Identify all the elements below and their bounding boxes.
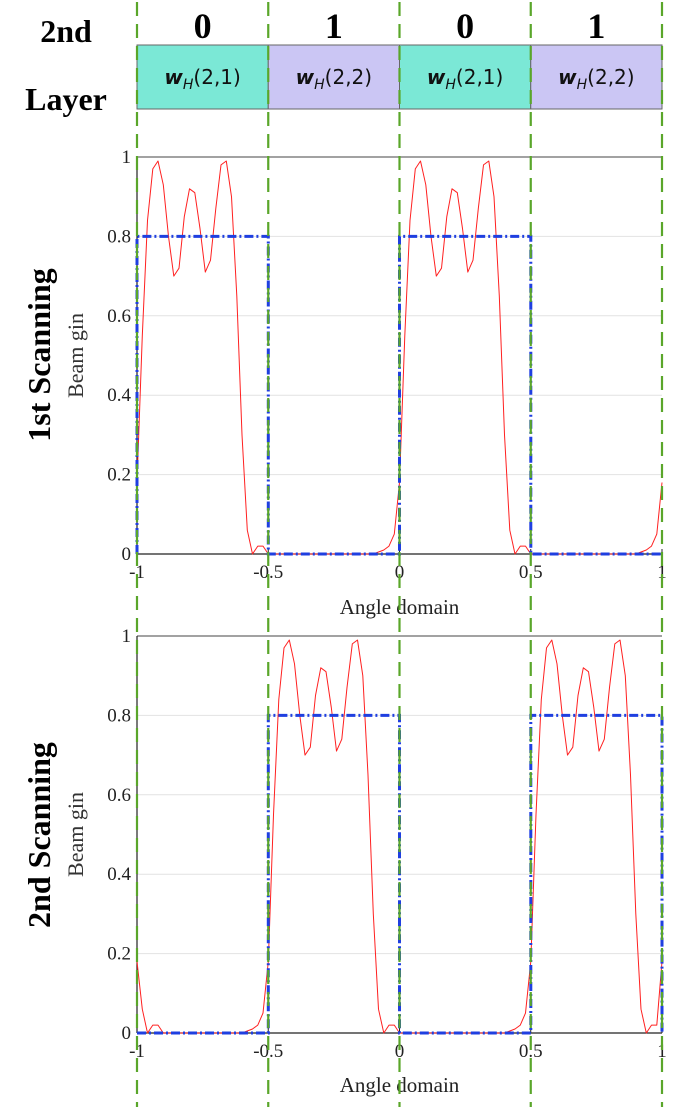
boundary-lines — [135, 2, 664, 1107]
codebook-cell-label: wH(2,1) — [427, 65, 503, 93]
y-tick-label: 0.8 — [107, 705, 131, 726]
codebook-cell-bg — [399, 44, 532, 110]
y-tick-label: 0 — [122, 1023, 132, 1044]
row-title-first-scanning: 1st Scanning — [21, 268, 57, 441]
y-tick-label: 1 — [122, 147, 132, 168]
codebook-cell-label: wH(2,1) — [164, 65, 240, 93]
codebook-cell: 1 wH(2,2) — [267, 6, 400, 110]
codebook-bit-label: 1 — [325, 6, 343, 46]
codebook-bit-label: 1 — [587, 6, 605, 46]
y-tick-label: 0.6 — [107, 306, 131, 327]
x-tick-label: 0.5 — [519, 562, 543, 583]
codebook-cell-label: wH(2,2) — [296, 65, 372, 93]
x-tick-label: -0.5 — [253, 1041, 283, 1062]
codebook-bit-label: 0 — [194, 6, 212, 46]
x-tick-label: -1 — [129, 562, 145, 583]
x-tick-label: -1 — [129, 1041, 145, 1062]
y-tick-label: 0.4 — [107, 385, 131, 406]
codebook-cell-label: wH(2,2) — [558, 65, 634, 93]
y-tick-label: 0.8 — [107, 226, 131, 247]
ideal-beam-series — [137, 713, 664, 1035]
codebook-cell: 1 wH(2,2) — [530, 6, 663, 110]
x-tick-label: 1 — [657, 562, 667, 583]
x-tick-label: -0.5 — [253, 562, 283, 583]
y-tick-label: 0.6 — [107, 785, 131, 806]
codebook-bit-label: 0 — [456, 6, 474, 46]
codebook-cell-bg — [136, 44, 269, 110]
y-tick-label: 0.2 — [107, 465, 131, 486]
y-tick-label: 0 — [122, 544, 132, 565]
y-tick-label: 0.2 — [107, 944, 131, 965]
codebook-strip: 0 wH(2,1) 1 wH(2,2) 0 wH(2,1) 1 wH(2,2) — [136, 6, 663, 110]
y-tick-label: 1 — [122, 626, 132, 647]
codebook-cell-bg — [267, 44, 400, 110]
x-tick-label: 0.5 — [519, 1041, 543, 1062]
codebook-cell: 0 wH(2,1) — [136, 6, 269, 110]
layer-label: 2nd Layer — [25, 13, 107, 117]
layer-label-line2: Layer — [25, 81, 107, 117]
x-tick-label: 0 — [395, 562, 405, 583]
layer-label-line1: 2nd — [40, 13, 92, 49]
y-axis-label: Beam gin — [63, 313, 88, 398]
x-tick-label: 1 — [657, 1041, 667, 1062]
y-axis-label: Beam gin — [63, 792, 88, 877]
codebook-cell: 0 wH(2,1) — [399, 6, 532, 110]
x-tick-label: 0 — [395, 1041, 405, 1062]
row-title-second-scanning: 2nd Scanning — [21, 742, 57, 928]
y-tick-label: 0.4 — [107, 864, 131, 885]
